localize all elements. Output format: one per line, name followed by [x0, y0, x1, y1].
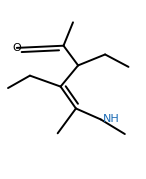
Text: O: O	[12, 43, 21, 53]
Text: NH: NH	[103, 114, 120, 124]
